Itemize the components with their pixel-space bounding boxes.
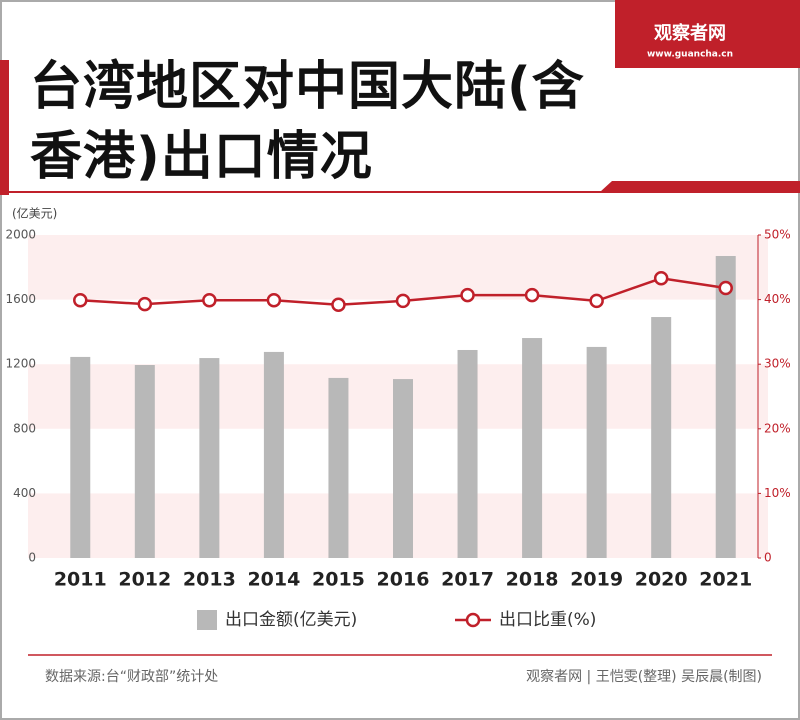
bar [457,349,478,558]
line-marker [73,292,88,308]
bar [70,356,91,558]
title-accent [0,60,9,195]
y2-tick-label: 40% [764,292,791,306]
legend-swatch-marker [465,612,481,628]
line-marker [653,271,669,286]
logo-name: 观察者网 [654,22,726,44]
x-tick-label: 2013 [183,569,236,591]
footer-source: 数据来源:台“财政部”统计处 [45,669,218,685]
line-marker [395,293,411,309]
line-marker [718,280,733,296]
bar [651,317,672,558]
x-tick-label: 2016 [377,569,430,591]
x-tick-label: 2021 [699,569,752,591]
y-tick-label: 800 [13,421,36,435]
y-tick-label: 1200 [5,357,36,371]
line-marker [202,292,217,308]
y-unit: (亿美元) [12,206,57,221]
line-marker [137,296,153,312]
footer-credit: 观察者网 | 王恺雯(整理) 吴辰晨(制图) [526,668,762,685]
x-tick-label: 2017 [441,569,494,591]
y2-tick-label: 0 [764,551,772,565]
bar [328,377,349,558]
y2-tick-label: 50% [764,228,791,242]
x-tick-label: 2012 [118,569,171,591]
bar [393,379,413,558]
y2-tick-label: 30% [764,357,791,371]
y-tick-label: 400 [13,486,36,500]
bar [134,365,155,558]
line-marker [266,292,282,308]
bar [586,346,607,558]
x-tick-label: 2020 [635,569,688,591]
line-marker [589,293,604,309]
line-marker [460,287,475,303]
x-tick-label: 2019 [570,569,623,591]
x-tick-label: 2018 [506,569,559,591]
bar [263,351,284,558]
x-tick-label: 2011 [54,569,107,591]
legend-swatch [197,610,217,630]
legend-label: 出口金额(亿美元) [225,610,357,630]
line-marker [524,287,540,303]
logo-url: www.guancha.cn [647,50,733,60]
x-tick-label: 2015 [312,569,365,591]
y2-tick-label: 10% [764,486,791,500]
bar [199,358,220,558]
y2-tick-label: 20% [764,421,791,435]
title-rule-accent [600,181,800,192]
line-marker [331,297,346,313]
x-tick-label: 2014 [247,569,300,591]
background-band [28,235,768,300]
y-tick-label: 2000 [5,228,36,242]
y-tick-label: 0 [28,551,36,565]
legend-label: 出口比重(%) [499,610,596,630]
bar [522,338,543,558]
bar [715,255,736,558]
chart-title: 台湾地区对中国大陆(含香港)出口情况 [30,57,585,187]
logo-banner [615,0,800,68]
y-tick-label: 1600 [5,292,36,306]
